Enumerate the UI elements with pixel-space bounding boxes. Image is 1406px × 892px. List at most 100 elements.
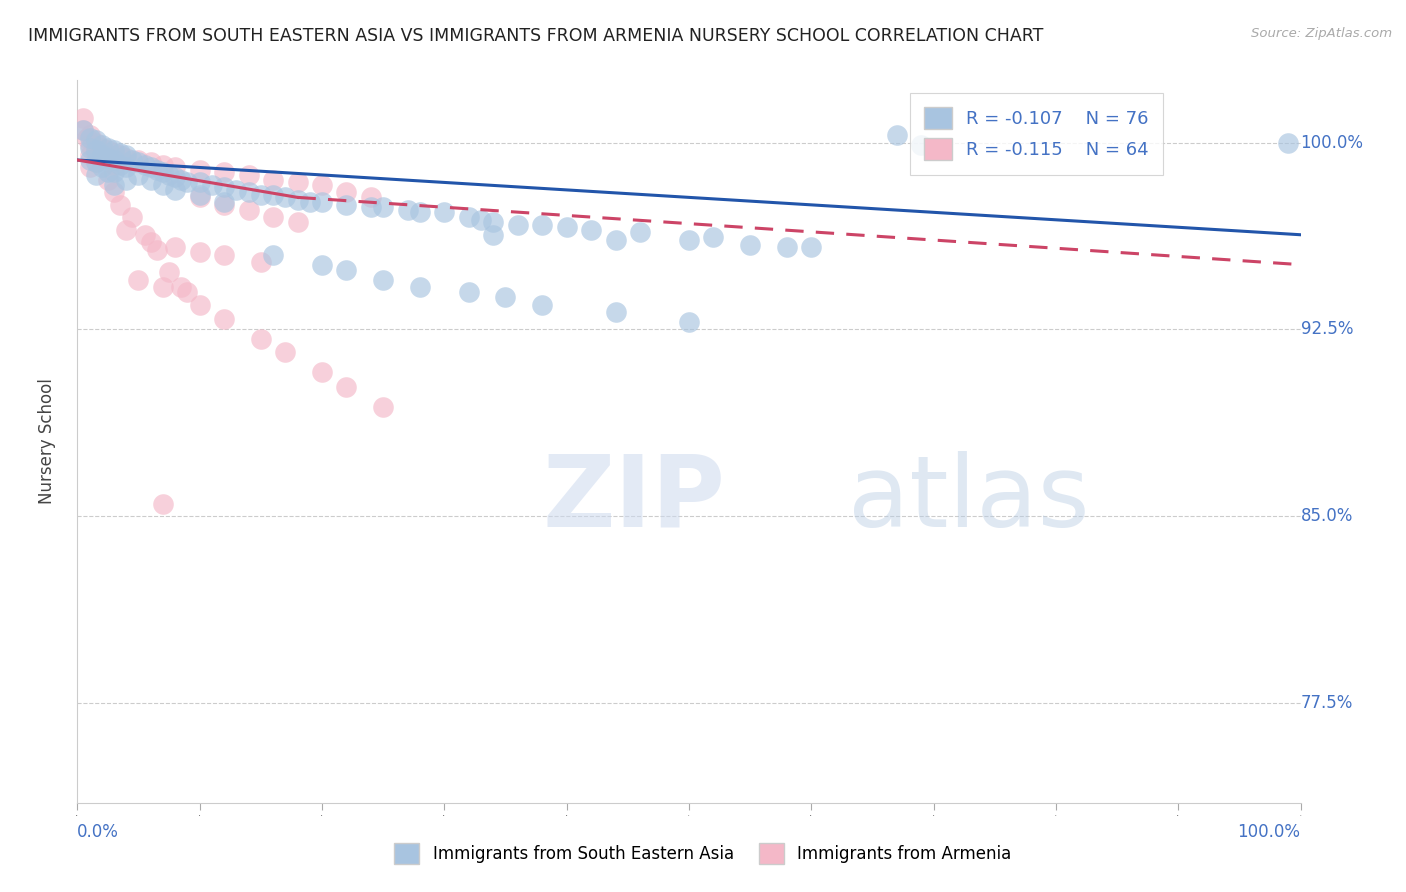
Point: [108, 198, 131, 212]
Point: [115, 223, 138, 237]
Point: [212, 248, 235, 262]
Point: [262, 187, 284, 202]
Point: [90, 140, 112, 154]
Point: [212, 312, 235, 326]
Point: [335, 262, 357, 277]
Text: 100.0%: 100.0%: [1237, 822, 1301, 841]
Point: [311, 195, 333, 210]
Point: [157, 168, 180, 182]
Point: [188, 163, 211, 178]
Point: [262, 173, 284, 187]
Point: [287, 215, 309, 229]
Point: [127, 155, 149, 169]
Point: [335, 186, 357, 200]
Point: [152, 165, 174, 179]
Point: [139, 161, 162, 175]
Point: [134, 158, 156, 172]
Point: [506, 218, 529, 232]
Point: [482, 215, 505, 229]
Point: [238, 202, 260, 217]
Point: [84, 155, 107, 169]
Point: [433, 205, 456, 219]
Point: [188, 176, 211, 190]
Point: [84, 143, 107, 157]
Point: [157, 265, 180, 279]
Point: [165, 183, 187, 197]
Point: [127, 153, 149, 167]
Point: [495, 290, 517, 304]
Point: [72, 123, 94, 137]
Text: 85.0%: 85.0%: [1301, 508, 1353, 525]
Point: [360, 190, 382, 204]
Point: [97, 173, 120, 187]
Point: [79, 161, 101, 175]
Point: [79, 153, 101, 167]
Point: [139, 173, 162, 187]
Point: [115, 173, 138, 187]
Point: [371, 400, 394, 414]
Point: [225, 183, 247, 197]
Point: [360, 200, 382, 214]
Point: [250, 332, 273, 346]
Point: [238, 186, 260, 200]
Text: 0.0%: 0.0%: [77, 822, 120, 841]
Point: [90, 161, 112, 175]
Point: [298, 195, 321, 210]
Point: [76, 130, 98, 145]
Point: [115, 151, 138, 165]
Point: [311, 365, 333, 379]
Point: [311, 258, 333, 272]
Point: [152, 178, 174, 192]
Point: [262, 211, 284, 225]
Point: [409, 280, 432, 294]
Point: [127, 168, 149, 182]
Point: [165, 240, 187, 254]
Point: [108, 148, 131, 162]
Point: [176, 285, 198, 299]
Point: [262, 248, 284, 262]
Point: [152, 280, 174, 294]
Point: [335, 198, 357, 212]
Point: [79, 130, 101, 145]
Point: [1277, 136, 1299, 150]
Point: [176, 176, 198, 190]
Point: [134, 227, 156, 242]
Point: [274, 344, 297, 359]
Point: [188, 245, 211, 260]
Point: [740, 237, 762, 252]
Point: [79, 148, 101, 162]
Point: [127, 272, 149, 286]
Point: [371, 200, 394, 214]
Point: [84, 136, 107, 150]
Point: [90, 151, 112, 165]
Point: [776, 240, 799, 254]
Text: atlas: atlas: [848, 450, 1090, 548]
Point: [531, 297, 554, 311]
Point: [188, 187, 211, 202]
Point: [287, 193, 309, 207]
Point: [250, 187, 273, 202]
Point: [371, 272, 394, 286]
Point: [201, 178, 224, 192]
Point: [72, 111, 94, 125]
Point: [139, 235, 162, 250]
Point: [84, 155, 107, 169]
Point: [212, 165, 235, 179]
Point: [90, 138, 112, 153]
Point: [72, 123, 94, 137]
Point: [678, 233, 700, 247]
Point: [678, 315, 700, 329]
Point: [212, 198, 235, 212]
Point: [628, 225, 651, 239]
Point: [90, 148, 112, 162]
Point: [103, 153, 125, 167]
Point: [146, 163, 169, 178]
Text: 77.5%: 77.5%: [1301, 694, 1353, 712]
Point: [409, 205, 432, 219]
Point: [311, 178, 333, 192]
Point: [121, 211, 143, 225]
Point: [457, 285, 479, 299]
Point: [605, 305, 627, 319]
Point: [115, 161, 138, 175]
Point: [121, 153, 143, 167]
